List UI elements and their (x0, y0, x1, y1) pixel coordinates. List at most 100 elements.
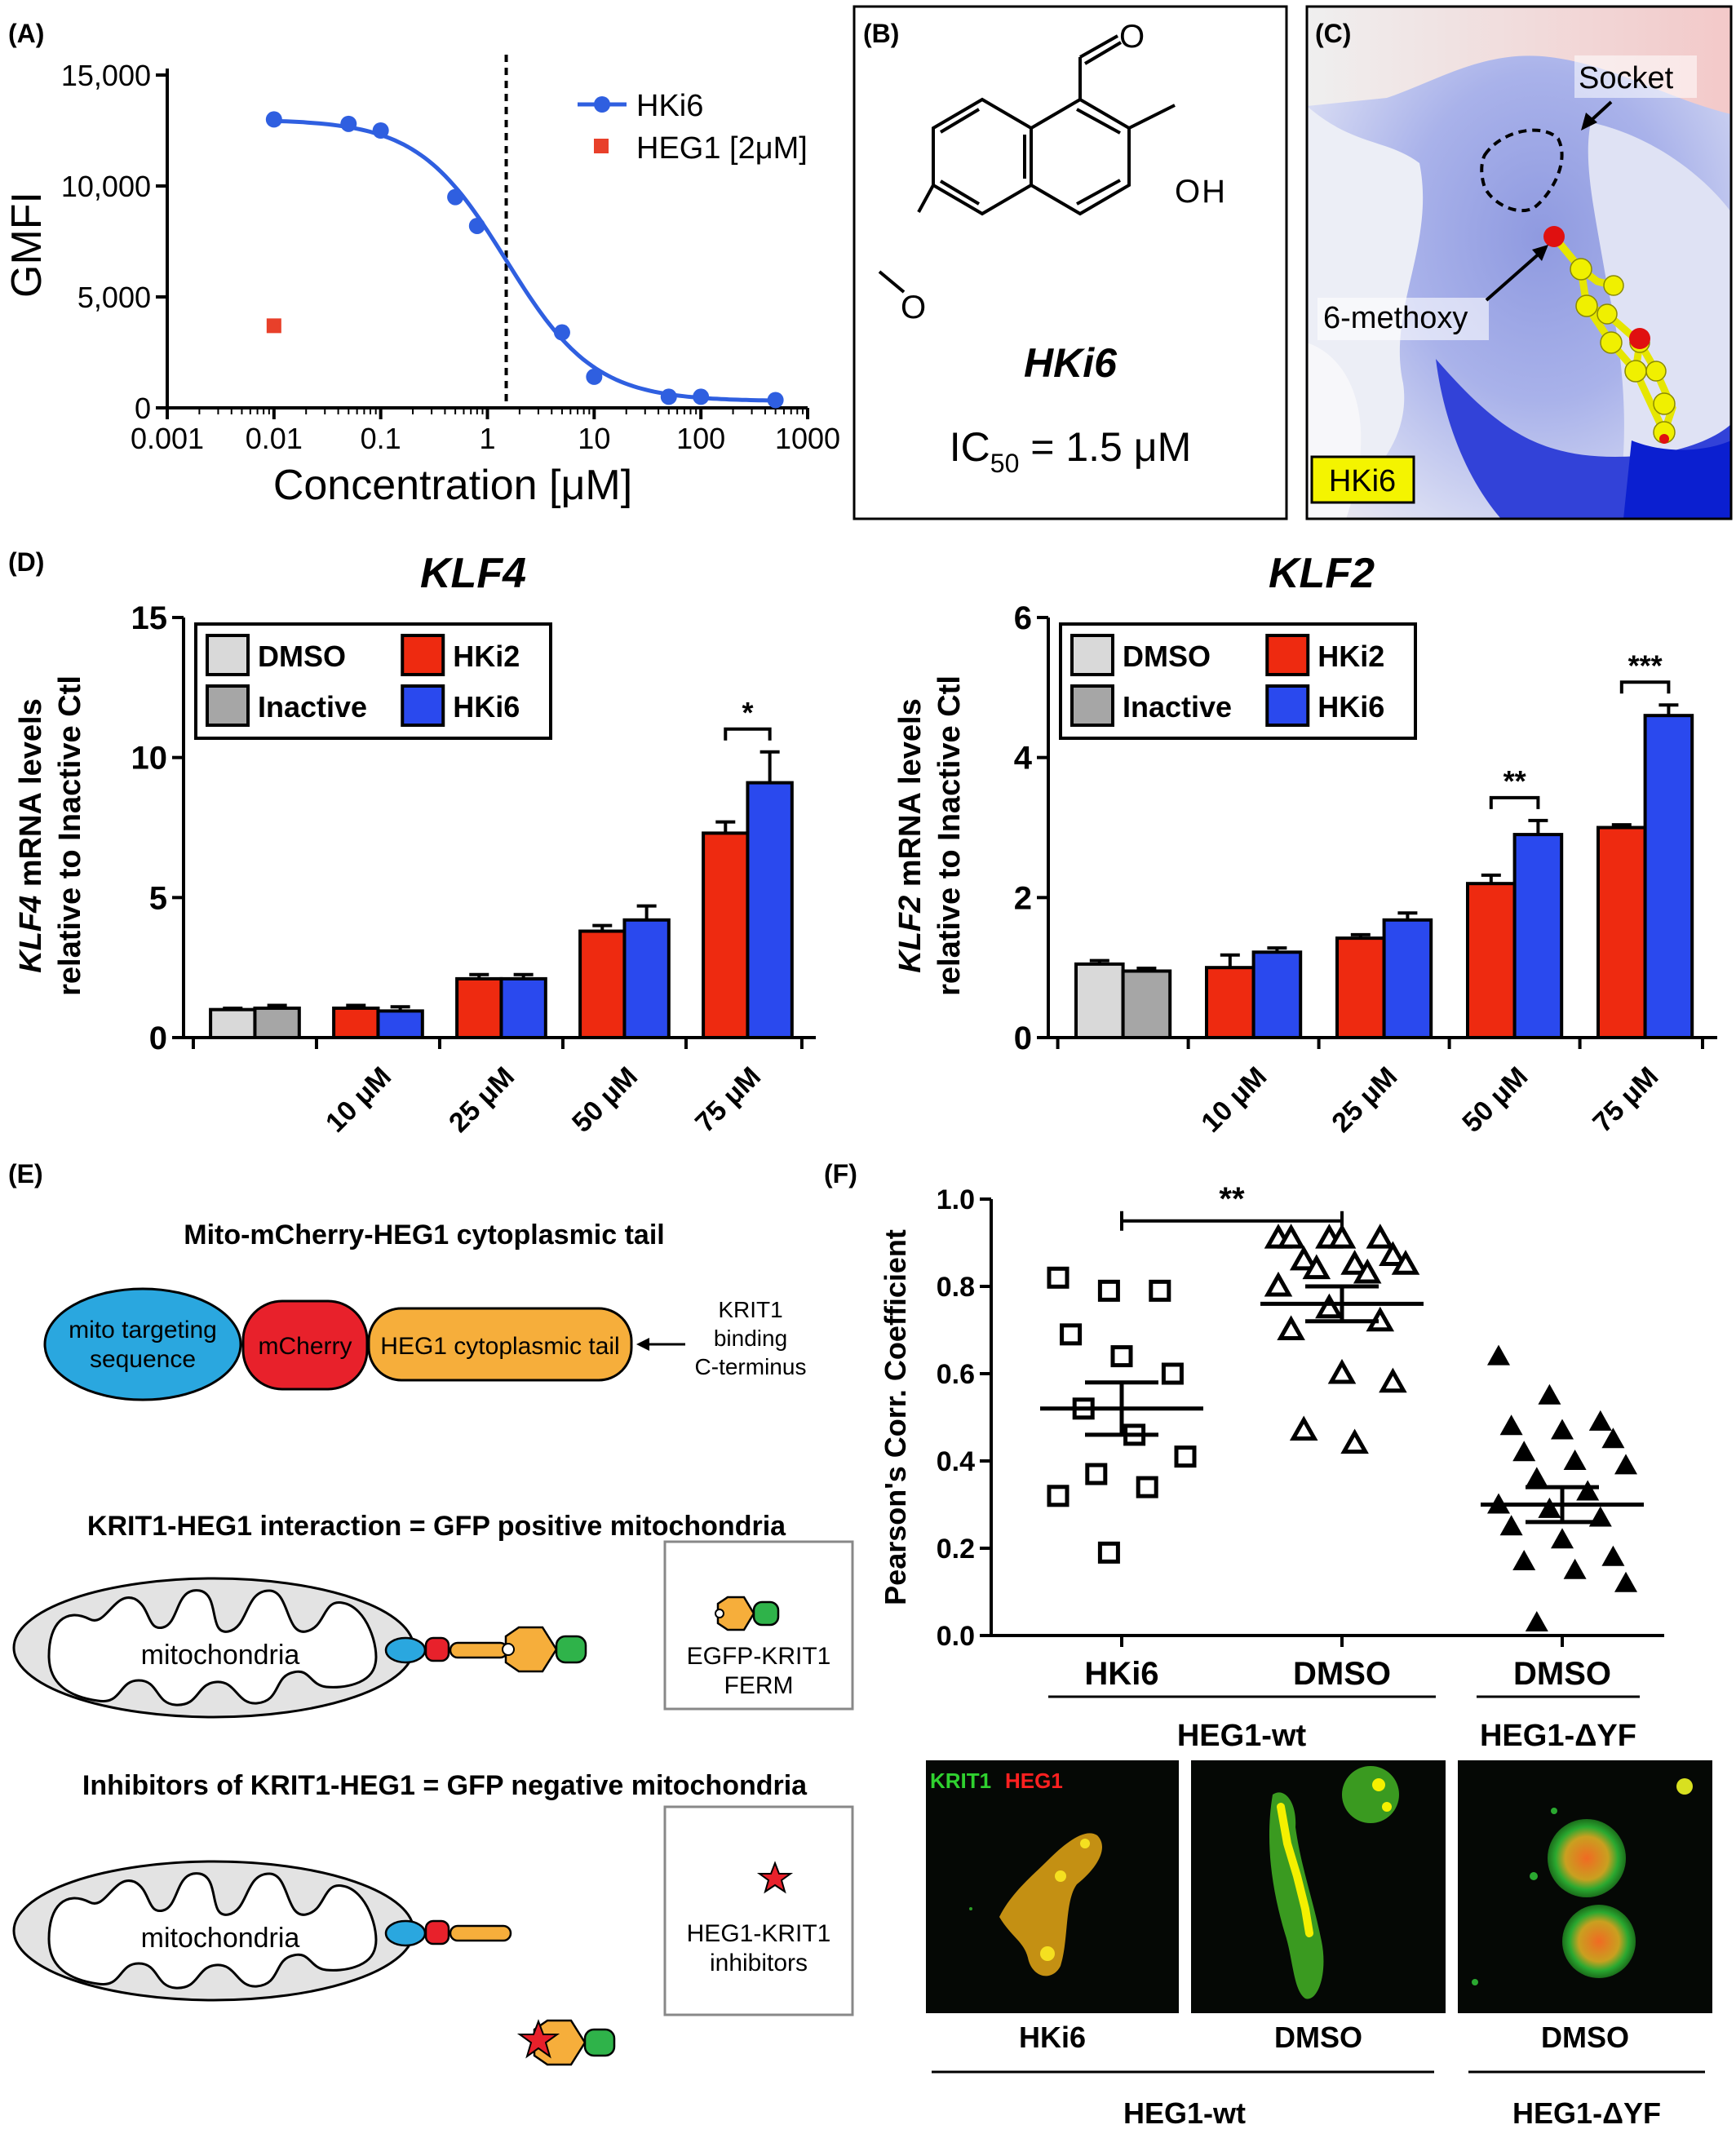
data-point-triangle-filled (1551, 1528, 1574, 1549)
data-point-triangle-filled (1538, 1383, 1561, 1405)
x-tick-label: HKi6 (1084, 1656, 1158, 1692)
y-tick-label: 15 (131, 600, 168, 636)
bar-hki6 (499, 976, 547, 1040)
bar-hki6 (1512, 833, 1564, 1039)
heg1-tail-1 (449, 1641, 509, 1659)
mito-label-2: mitochondria (141, 1923, 300, 1954)
y-tick-label: 5,000 (78, 281, 151, 314)
inhibition-diagram: mitochondria HEG1-KRIT1 inhibitors (12, 1805, 854, 2066)
x-tick-label: 0.001 (131, 422, 204, 455)
data-point-triangle-filled (1512, 1441, 1536, 1462)
mito-label-1: mitochondria (141, 1640, 300, 1671)
x-tick-label: DMSO (1513, 1656, 1611, 1692)
significance-bracket (1489, 795, 1540, 809)
hki6-data-point (468, 217, 485, 234)
heg1-data-point (266, 318, 281, 334)
panel-c: (C) Socket 6-methoxy HKi6 (1305, 5, 1733, 520)
hki6-badge-label: HKi6 (1329, 464, 1396, 498)
compound-name: HKi6 (1024, 340, 1118, 386)
inhibitor-star-icon (756, 1861, 794, 1894)
panel-b-frame (852, 5, 1288, 520)
bar-hki6 (376, 1009, 424, 1039)
x-tick-label: 0.1 (361, 422, 401, 455)
mcherry-2 (424, 1919, 450, 1945)
bar-hki6 (1643, 714, 1694, 1040)
egfp-bound (555, 1635, 587, 1664)
mito-targeting-sequence (43, 1287, 242, 1401)
data-point-triangle-filled (1525, 1610, 1548, 1631)
data-point-triangle-filled (1614, 1454, 1637, 1475)
mito-network-1 (1277, 1803, 1313, 1937)
puncta (1055, 1870, 1066, 1882)
micrograph-strip: KRIT1 HEG1 (926, 1760, 1712, 2013)
data-point-triangle-filled (1588, 1410, 1612, 1431)
hki6-data-point (767, 392, 784, 409)
bar-hki2 (455, 976, 503, 1040)
y-tick-label: 0 (135, 392, 151, 425)
legend-marker-hki6 (594, 96, 610, 113)
legend-label: Inactive (1123, 690, 1232, 724)
group-label-wt: HEG1-wt (1177, 1719, 1307, 1753)
chart-title: KLF4 (420, 550, 526, 597)
surface-deep-blue (1623, 440, 1731, 519)
hki6-data-point (372, 122, 389, 139)
hki6-data-point (447, 188, 464, 206)
y-tick-label: 2 (1014, 880, 1032, 916)
y-tick-label: 10,000 (61, 170, 151, 203)
x-tick-label: 50 μM (566, 1061, 644, 1139)
y-tick-label: 15,000 (61, 59, 151, 92)
x-tick-label: 10 (578, 422, 610, 455)
data-point-triangle-filled (1576, 1480, 1600, 1501)
inhibitor-star-bound (516, 2019, 560, 2059)
binding-pocket-icon (715, 1609, 724, 1618)
x-tick-label: 75 μM (1587, 1061, 1664, 1139)
heg1-tail-domain (367, 1307, 633, 1382)
y-tick-label: 0 (1014, 1020, 1032, 1056)
bar-hki6 (746, 781, 794, 1039)
bar-hki6 (622, 918, 671, 1040)
micrograph-legend-heg1: HEG1 (1005, 1768, 1063, 1793)
data-point-triangle-open (1289, 1245, 1318, 1271)
x-tick-label: 100 (676, 422, 725, 455)
x-tick-label: 25 μM (1326, 1061, 1403, 1139)
puncta (969, 1907, 972, 1910)
data-point-square (1149, 1279, 1171, 1302)
micrograph-label-3: DMSO (1541, 2021, 1629, 2054)
data-point-triangle-open (1315, 1293, 1344, 1319)
egfp-icon (752, 1600, 780, 1627)
significance-label: * (742, 696, 753, 729)
mito-seq-1 (384, 1636, 427, 1664)
data-point-triangle-open (1289, 1415, 1318, 1441)
data-point-square (1136, 1476, 1158, 1498)
methoxy-arrowhead (1532, 245, 1548, 261)
significance-label: ** (1219, 1181, 1245, 1217)
puncta (1040, 1946, 1055, 1961)
hki6-badge (1310, 455, 1415, 504)
hki6-data-point (265, 111, 282, 128)
bar-inactive (253, 1006, 301, 1039)
y-axis-label-line2: relative to Inactive Ctl (53, 675, 87, 996)
data-point-triangle-filled (1499, 1414, 1523, 1436)
data-point-triangle-open (1340, 1428, 1369, 1454)
legend-box (194, 622, 552, 740)
legend-swatch (206, 634, 250, 676)
methoxy-arrow (1485, 250, 1543, 302)
x-tick-label: 0.01 (246, 422, 303, 455)
legend-label: DMSO (258, 640, 346, 673)
y-tick-label: 0.2 (937, 1534, 975, 1565)
legend-label-heg1: HEG1 [2μM] (636, 131, 808, 166)
methoxy-label-bg (1318, 298, 1489, 340)
cell-dmso-wt-2 (1342, 1766, 1399, 1823)
x-tick-label: DMSO (1293, 1656, 1391, 1692)
legend-swatch (1265, 684, 1310, 727)
data-point-triangle-filled (1563, 1450, 1587, 1470)
bar-hki2 (578, 929, 627, 1039)
data-point-square (1047, 1266, 1070, 1289)
y-tick-label: 0 (149, 1020, 167, 1056)
micrograph-group-dyf: HEG1-ΔYF (1512, 2096, 1661, 2130)
cell-hki6 (999, 1833, 1102, 1976)
hki6-data-point (660, 388, 677, 405)
krit1-note-line1: KRIT1 (718, 1297, 782, 1322)
data-point-triangle-filled (1525, 1467, 1548, 1488)
legend-label: HKi6 (1318, 690, 1384, 724)
